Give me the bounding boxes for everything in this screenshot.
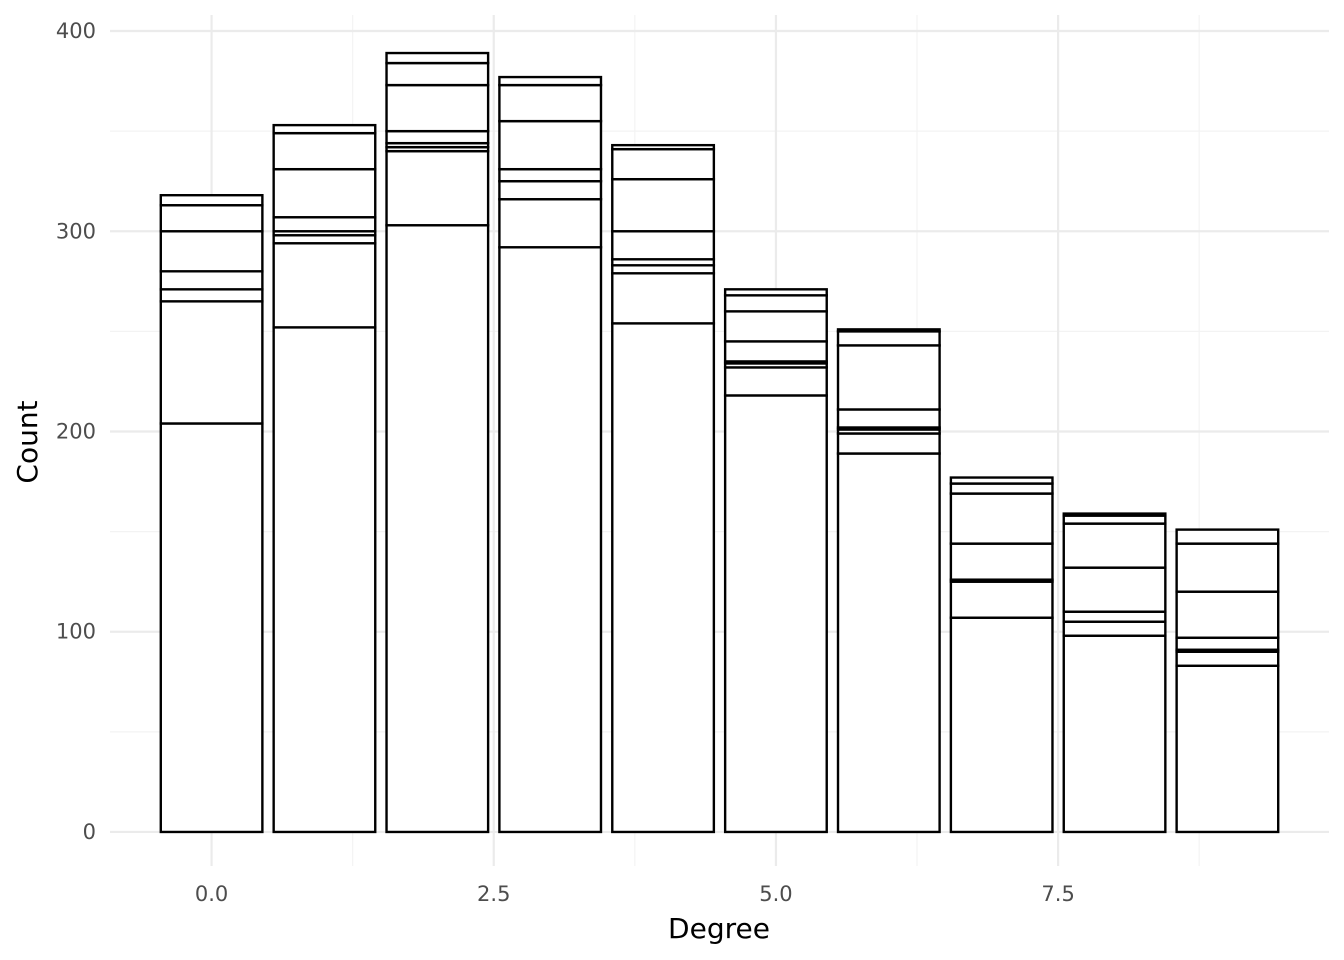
bar-segment xyxy=(949,580,1054,619)
bars xyxy=(159,51,1280,834)
y-tick-label: 200 xyxy=(56,419,96,443)
bar-segment xyxy=(723,310,828,343)
bar-segment xyxy=(611,147,716,181)
bar-stack xyxy=(1062,512,1167,834)
bar-segment xyxy=(836,452,941,834)
bar-segment xyxy=(949,542,1054,581)
bar-segment xyxy=(836,408,941,429)
bar-stack xyxy=(611,143,716,834)
bar-stack xyxy=(949,476,1054,834)
bar-stack xyxy=(723,288,828,834)
x-tick-label: 7.5 xyxy=(1041,882,1074,906)
bar-stack xyxy=(836,328,941,834)
bar-segment xyxy=(385,83,490,133)
bar-segment xyxy=(498,198,603,249)
bar-segment xyxy=(1062,522,1167,569)
bar-segment xyxy=(723,288,828,297)
bar-segment xyxy=(611,322,716,834)
bar-segment xyxy=(159,270,264,291)
x-tick-label: 5.0 xyxy=(759,882,792,906)
y-axis-title: Count xyxy=(11,400,44,483)
bar-segment xyxy=(272,234,377,245)
bar-segment xyxy=(272,123,377,135)
y-tick-label: 0 xyxy=(83,820,96,844)
bar-segment xyxy=(723,294,828,313)
bar-segment xyxy=(836,344,941,411)
bar-segment xyxy=(1175,650,1280,667)
x-tick-label: 0.0 xyxy=(195,882,228,906)
bar-segment xyxy=(836,432,941,455)
bar-segment xyxy=(159,422,264,834)
bar-segment xyxy=(1062,634,1167,834)
bar-segment xyxy=(949,616,1054,834)
bar-segment xyxy=(723,340,828,363)
y-tick-label: 300 xyxy=(56,219,96,243)
bar-segment xyxy=(498,119,603,171)
bar-segment xyxy=(1175,664,1280,834)
bar-segment xyxy=(1062,512,1167,517)
x-tick-label: 2.5 xyxy=(477,882,510,906)
bar-segment xyxy=(385,224,490,834)
bar-segment xyxy=(159,300,264,425)
bar-segment xyxy=(272,242,377,329)
bar-segment xyxy=(611,264,716,275)
bar-segment xyxy=(385,61,490,87)
bar-segment xyxy=(159,288,264,303)
x-axis-title: Degree xyxy=(668,912,770,945)
bar-segment xyxy=(723,366,828,397)
bar-segment xyxy=(1175,590,1280,639)
y-tick-label: 100 xyxy=(56,620,96,644)
bar-stack xyxy=(159,194,264,834)
bar-segment xyxy=(1175,528,1280,545)
bar-segment xyxy=(611,143,716,151)
bar-segment xyxy=(949,482,1054,495)
bar-stack xyxy=(272,123,377,834)
bar-segment xyxy=(272,167,377,219)
bar-segment xyxy=(723,394,828,834)
bar-segment xyxy=(611,272,716,325)
bar-segment xyxy=(498,246,603,834)
bar-segment xyxy=(498,167,603,183)
bar-segment xyxy=(836,328,941,333)
tick-labels: 0.0 2.5 5.0 7.5 0 100 200 300 400 xyxy=(56,19,1075,906)
bar-segment xyxy=(159,230,264,273)
bar-segment xyxy=(159,194,264,207)
bar-segment xyxy=(385,149,490,227)
bar-stack xyxy=(1175,528,1280,834)
bar-segment xyxy=(1062,610,1167,623)
bar-segment xyxy=(272,131,377,171)
bar-segment xyxy=(1062,566,1167,613)
bar-segment xyxy=(949,476,1054,485)
bar-segment xyxy=(385,51,490,65)
bar-segment xyxy=(1175,636,1280,651)
y-tick-label: 400 xyxy=(56,19,96,43)
bar-segment xyxy=(611,177,716,233)
bar-segment xyxy=(498,83,603,123)
bar-segment xyxy=(272,216,377,233)
bar-segment xyxy=(1062,514,1167,525)
bar-segment xyxy=(385,129,490,145)
bar-segment xyxy=(159,204,264,233)
bar-segment xyxy=(1175,542,1280,593)
bar-segment xyxy=(272,326,377,834)
bar-segment xyxy=(611,230,716,261)
bar-segment xyxy=(949,492,1054,545)
bar-segment xyxy=(498,75,603,87)
bar-stack xyxy=(498,75,603,834)
bar-segment xyxy=(836,330,941,347)
bar-stack xyxy=(385,51,490,834)
bar-segment xyxy=(498,179,603,201)
bar-segment xyxy=(1062,620,1167,637)
